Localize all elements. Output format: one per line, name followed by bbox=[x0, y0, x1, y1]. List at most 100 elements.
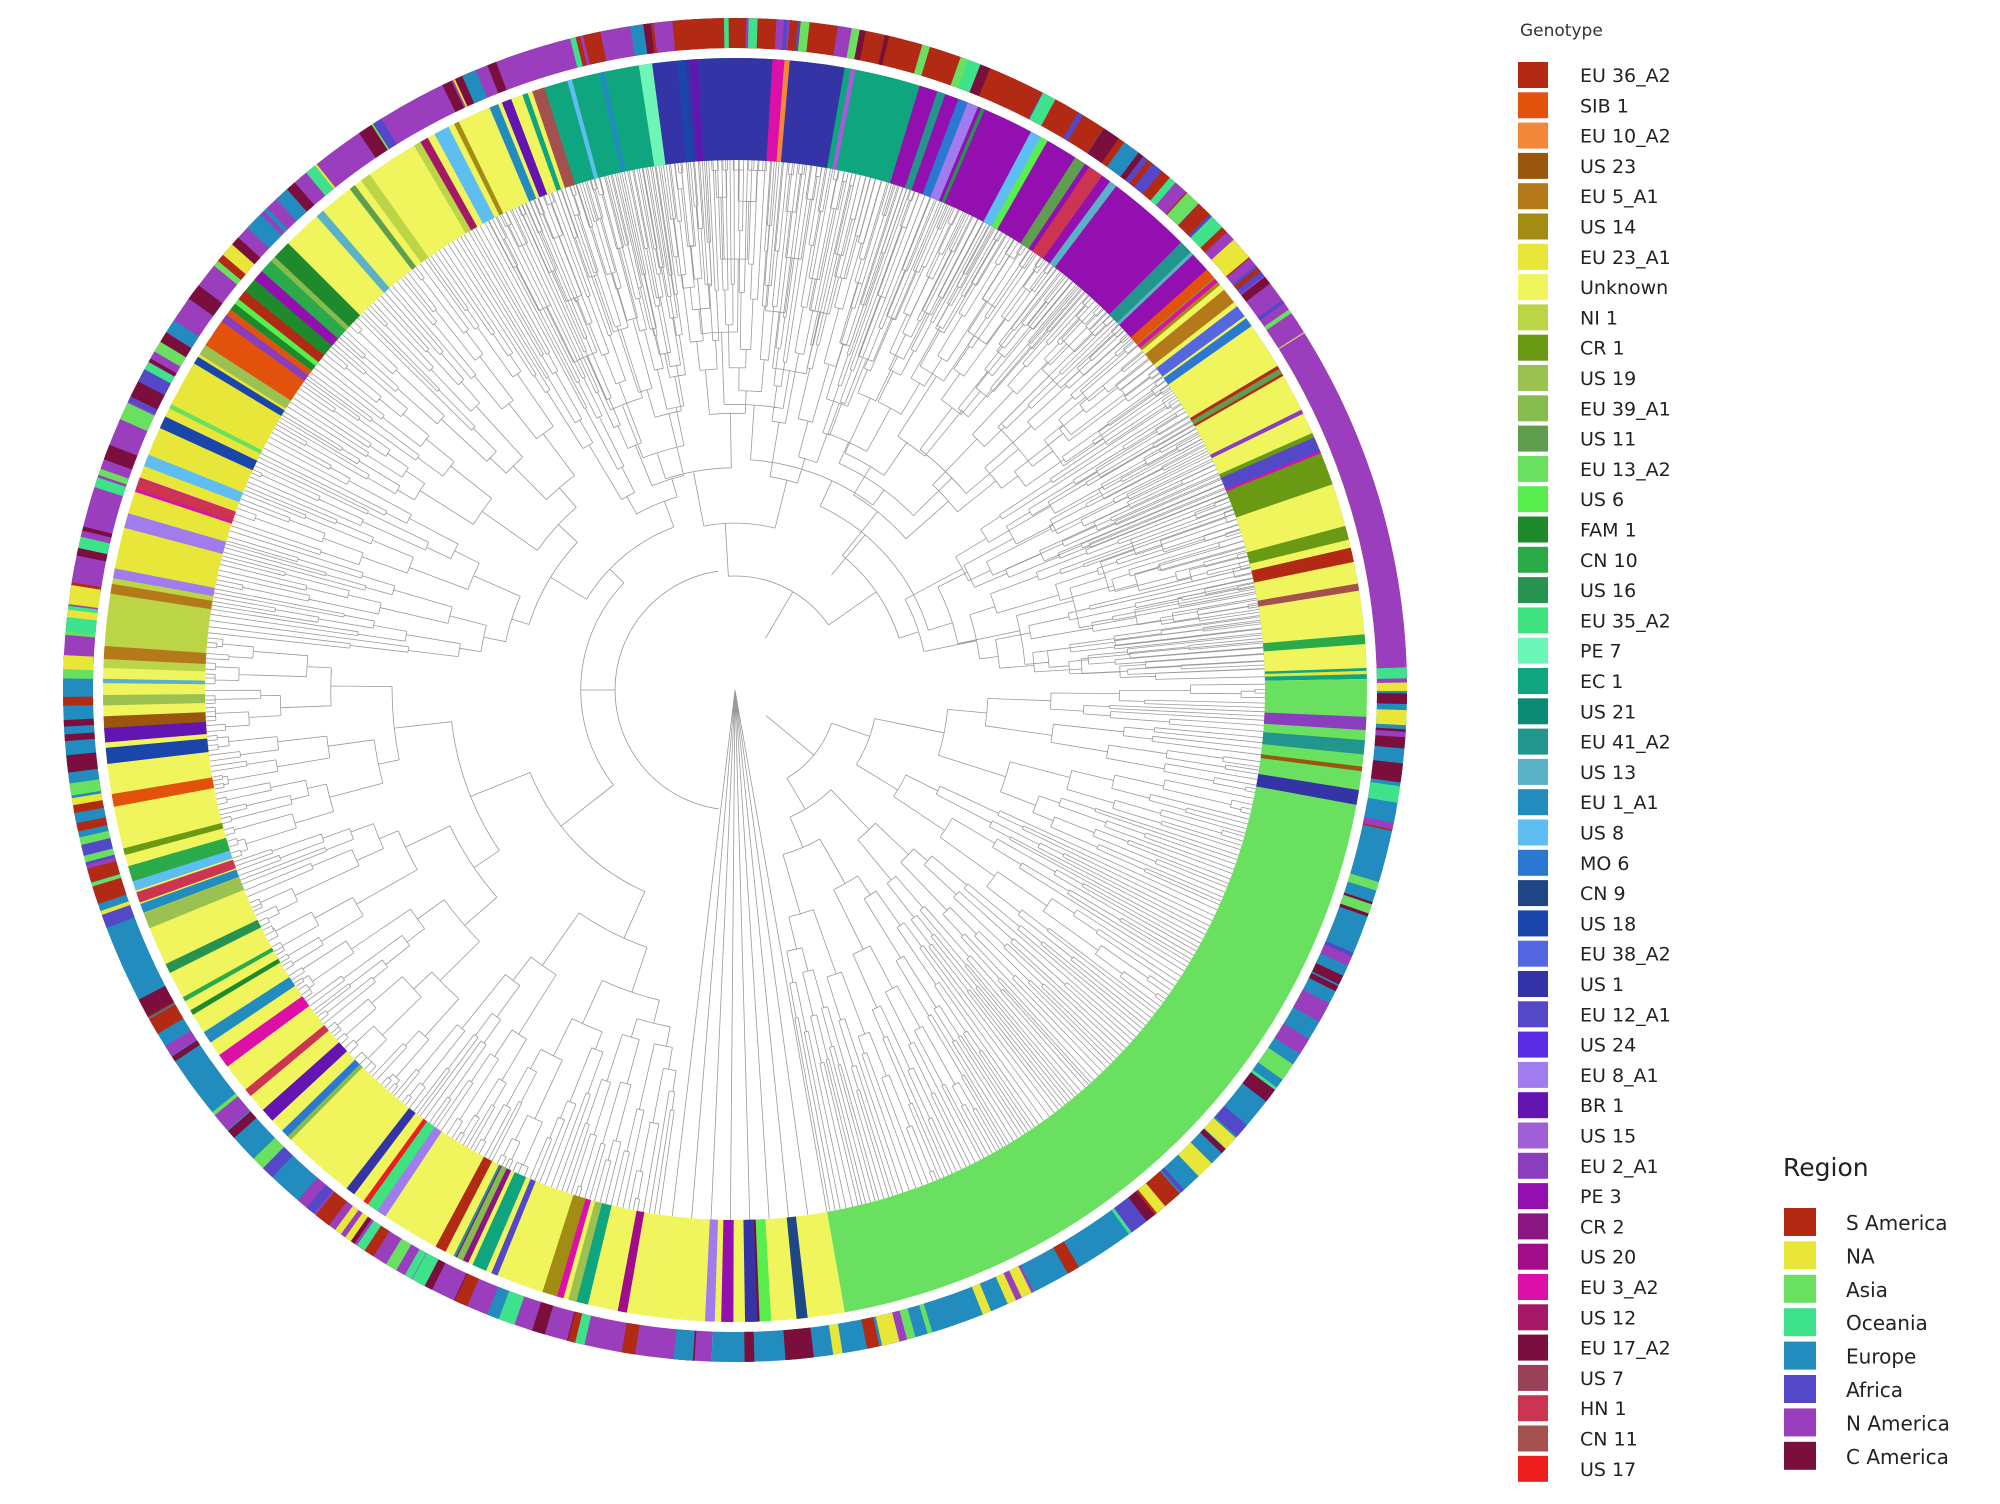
region-stripe bbox=[66, 752, 98, 773]
genotype-label: US 23 bbox=[1580, 156, 1636, 178]
genotype-stripe bbox=[190, 958, 281, 1015]
region-stripe bbox=[487, 61, 507, 94]
region-stripe bbox=[276, 189, 307, 222]
region-stripe bbox=[1376, 709, 1407, 726]
region-stripe bbox=[575, 36, 588, 67]
region-stripe bbox=[165, 1030, 197, 1056]
region-stripe bbox=[783, 1328, 802, 1361]
genotype-stripe bbox=[454, 121, 504, 216]
region-label: Africa bbox=[1846, 1378, 1903, 1402]
genotype-stripe bbox=[542, 1194, 586, 1297]
genotype-swatch bbox=[1518, 1152, 1548, 1179]
region-stripe bbox=[1190, 216, 1223, 248]
genotype-label: US 13 bbox=[1580, 762, 1636, 784]
genotype-stripe bbox=[261, 260, 346, 339]
genotype-swatch bbox=[1518, 577, 1548, 604]
region-stripe bbox=[1145, 1171, 1180, 1207]
genotype-swatch bbox=[1518, 455, 1548, 482]
region-stripe bbox=[1340, 894, 1372, 914]
region-stripe bbox=[63, 696, 94, 706]
region-stripe bbox=[1166, 192, 1199, 226]
tree-branch-lines bbox=[204, 159, 1266, 1221]
genotype-swatch bbox=[1518, 637, 1548, 664]
genotype-stripe bbox=[1020, 157, 1086, 249]
region-stripe bbox=[81, 838, 113, 856]
genotype-swatch bbox=[1518, 304, 1548, 331]
region-stripe bbox=[1367, 781, 1401, 803]
genotype-stripe bbox=[567, 79, 599, 179]
region-stripe bbox=[653, 20, 676, 53]
genotype-swatch bbox=[1518, 92, 1548, 119]
genotype-stripe bbox=[689, 59, 704, 162]
region-stripe bbox=[263, 207, 288, 233]
genotype-label: EU 8_A1 bbox=[1580, 1065, 1659, 1087]
genotype-label: EU 12_A1 bbox=[1580, 1004, 1671, 1026]
region-stripe bbox=[1161, 1167, 1185, 1193]
region-swatch bbox=[1784, 1375, 1816, 1403]
genotype-stripe bbox=[110, 583, 213, 610]
region-swatch bbox=[1784, 1308, 1816, 1337]
genotype-label: Unknown bbox=[1580, 277, 1668, 299]
region-stripe bbox=[954, 58, 981, 93]
region-stripe bbox=[1204, 232, 1238, 264]
genotype-stripe bbox=[435, 1156, 493, 1252]
genotype-label: US 11 bbox=[1580, 429, 1636, 451]
genotype-swatch bbox=[1518, 1274, 1548, 1300]
genotype-stripe bbox=[704, 1219, 719, 1322]
genotype-swatch bbox=[1518, 365, 1548, 391]
genotype-stripe bbox=[165, 919, 262, 973]
genotype-stripe bbox=[568, 1201, 604, 1303]
genotype-stripe bbox=[360, 174, 429, 263]
region-stripe bbox=[969, 64, 991, 97]
genotype-stripe bbox=[904, 91, 946, 191]
genotype-ring bbox=[103, 58, 1367, 1322]
genotype-stripe bbox=[123, 822, 224, 856]
region-stripe bbox=[919, 1303, 933, 1334]
genotype-stripe bbox=[1257, 583, 1360, 607]
region-stripe bbox=[673, 1329, 695, 1361]
region-stripe bbox=[1138, 1178, 1172, 1214]
genotype-label: EU 17_A2 bbox=[1580, 1338, 1671, 1360]
genotype-swatch bbox=[1518, 516, 1548, 543]
genotype-swatch bbox=[1518, 1031, 1548, 1058]
genotype-stripe bbox=[1163, 318, 1252, 385]
region-block bbox=[1226, 258, 1407, 690]
region-stripe bbox=[340, 1209, 363, 1238]
genotype-stripe bbox=[599, 71, 626, 173]
region-stripe bbox=[373, 118, 397, 150]
genotype-stripe bbox=[124, 513, 227, 554]
region-stripe bbox=[902, 41, 924, 74]
region-stripe bbox=[818, 1325, 833, 1357]
genotype-stripe bbox=[1256, 773, 1360, 805]
genotype-swatch bbox=[1518, 395, 1548, 422]
region-stripe bbox=[222, 240, 258, 275]
region-stripe bbox=[1252, 1062, 1283, 1088]
genotype-stripe bbox=[991, 136, 1048, 230]
region-stripe bbox=[723, 18, 729, 49]
genotype-label: US 24 bbox=[1580, 1035, 1636, 1057]
region-stripe bbox=[495, 1289, 519, 1323]
region-stripe bbox=[253, 1137, 288, 1172]
genotype-label: CN 9 bbox=[1580, 883, 1626, 905]
genotype-stripe bbox=[522, 92, 562, 191]
genotype-label: EU 3_A2 bbox=[1580, 1277, 1659, 1299]
region-stripe bbox=[94, 477, 126, 497]
region-stripe bbox=[575, 1313, 592, 1345]
genotype-label: EU 10_A2 bbox=[1580, 126, 1671, 148]
genotype-stripe bbox=[234, 297, 320, 366]
region-stripe bbox=[1376, 667, 1407, 679]
genotype-stripe bbox=[1251, 547, 1354, 583]
genotype-swatch bbox=[1518, 152, 1548, 179]
genotype-label: US 20 bbox=[1580, 1247, 1636, 1269]
region-stripe bbox=[1122, 1191, 1155, 1226]
genotype-label: EU 5_A1 bbox=[1580, 186, 1659, 208]
region-stripe bbox=[1217, 246, 1243, 269]
region-swatch bbox=[1784, 1274, 1816, 1303]
region-stripe bbox=[1274, 1023, 1310, 1054]
genotype-label: EU 2_A1 bbox=[1580, 1156, 1659, 1178]
region-stripe bbox=[282, 182, 315, 216]
region-stripe bbox=[926, 1299, 948, 1332]
genotype-stripe bbox=[1263, 712, 1367, 731]
region-stripe bbox=[1029, 92, 1056, 126]
region-stripe bbox=[1295, 989, 1330, 1019]
